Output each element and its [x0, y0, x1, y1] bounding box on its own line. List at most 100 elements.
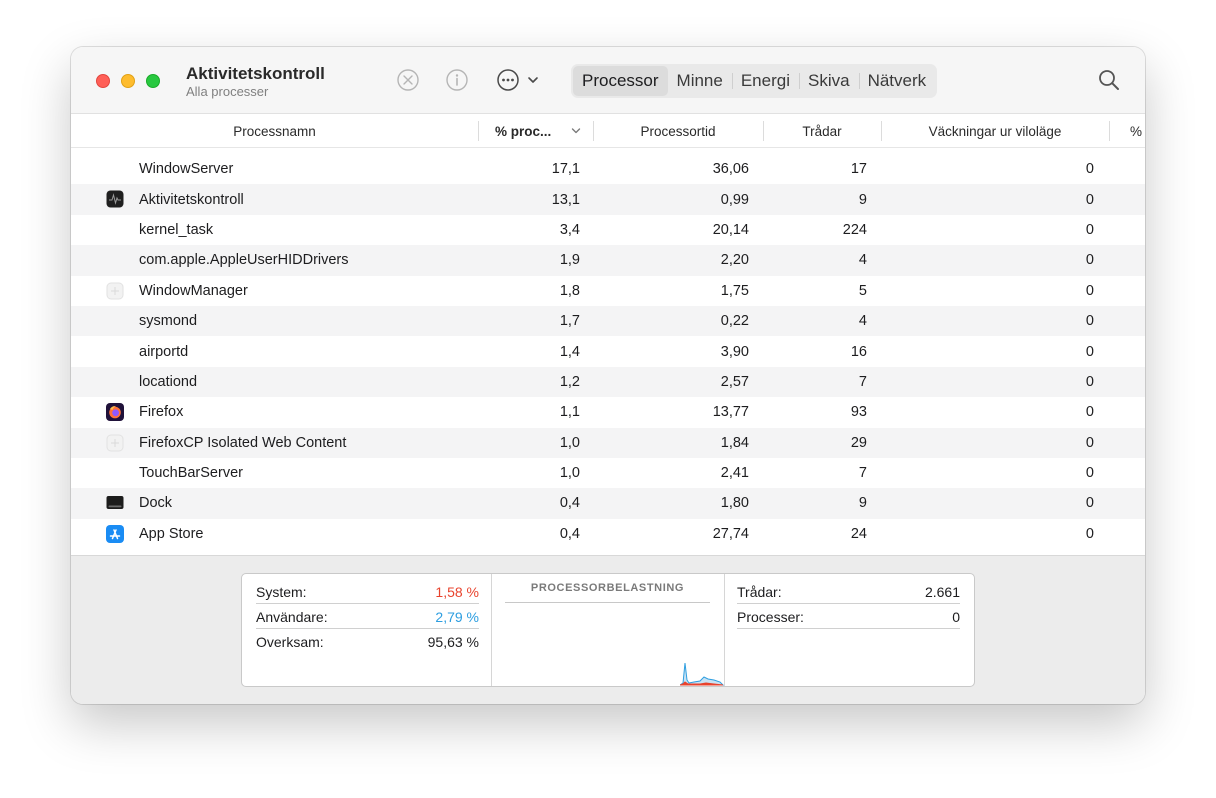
window-title: Aktivitetskontroll	[186, 64, 325, 83]
process-cpu: 1,4	[559, 343, 580, 360]
process-table: WindowServer 17,1 36,06 17 0 Aktivitetskontro…	[71, 154, 1145, 549]
process-cpu: 1,0	[559, 465, 580, 482]
process-name: Firefox	[139, 404, 184, 421]
process-cpu: 1,7	[559, 313, 580, 330]
table-row[interactable]: airportd 1,4 3,90 16 0	[71, 336, 1145, 366]
column-cpu-time[interactable]: Processortid	[640, 123, 716, 139]
process-threads: 93	[850, 404, 867, 421]
process-name: com.apple.AppleUserHIDDrivers	[139, 252, 349, 269]
table-row[interactable]: WindowManager 1,8 1,75 5 0	[71, 276, 1145, 306]
column-extra[interactable]: %	[1130, 123, 1143, 139]
threads-stat: Trådar: 2.661	[737, 580, 960, 604]
process-wakeups: 0	[1085, 191, 1094, 208]
process-cpu-time: 2,20	[720, 252, 749, 269]
minimize-window-button[interactable]	[121, 74, 135, 88]
process-cpu: 1,9	[559, 252, 580, 269]
process-wakeups: 0	[1085, 495, 1094, 512]
table-row[interactable]: FirefoxCP Isolated Web Content 1,0 1,84 29 0	[71, 427, 1145, 458]
column-header: Processnamn % proc... Processortid Tråda…	[71, 114, 1145, 148]
generic-app-icon	[106, 434, 124, 452]
process-name: FirefoxCP Isolated Web Content	[139, 434, 347, 451]
tab-disk[interactable]: Skiva	[798, 66, 859, 96]
process-threads: 9	[858, 495, 867, 512]
process-threads: 5	[858, 282, 867, 299]
system-value: 1,58 %	[435, 583, 479, 600]
process-threads: 4	[858, 313, 867, 330]
table-row[interactable]: Aktivitetskontroll 13,1 0,99 9 0	[71, 184, 1145, 215]
processes-stat: Processer: 0	[737, 605, 960, 629]
process-cpu-time: 0,99	[720, 191, 749, 208]
process-cpu-time: 1,75	[720, 282, 749, 299]
process-name: Dock	[139, 495, 173, 512]
process-threads: 16	[850, 343, 867, 360]
process-wakeups: 0	[1085, 465, 1094, 482]
activity-monitor-icon	[106, 190, 124, 208]
process-cpu-time: 13,77	[712, 404, 749, 421]
process-threads: 7	[858, 465, 867, 482]
stop-process-button[interactable]	[395, 67, 421, 93]
process-cpu-time: 1,84	[720, 434, 749, 451]
cpu-load-graph-title: PROCESSORBELASTNING	[530, 582, 685, 594]
tab-memory[interactable]: Minne	[676, 71, 723, 90]
table-row[interactable]: kernel_task 3,4 20,14 224 0	[71, 215, 1145, 245]
table-row[interactable]: locationd 1,2 2,57 7 0	[71, 366, 1145, 398]
process-name: WindowServer	[139, 161, 234, 178]
search-button[interactable]	[1097, 68, 1121, 97]
process-cpu-time: 36,06	[712, 161, 749, 178]
table-row[interactable]: App Store 0,4 27,74 24 0	[71, 519, 1145, 549]
table-row[interactable]: TouchBarServer 1,0 2,41 7 0	[71, 458, 1145, 488]
user-label: Användare:	[256, 608, 328, 625]
cpu-summary-area: System: 1,58 % Användare: 2,79 % Overksa…	[71, 555, 1145, 704]
system-stat: System: 1,58 %	[256, 580, 479, 604]
activity-monitor-window: Aktivitetskontroll Alla processer	[71, 47, 1145, 704]
process-cpu: 1,0	[559, 434, 580, 451]
table-row[interactable]: Firefox 1,1 13,77 93 0	[71, 397, 1145, 427]
table-row[interactable]: WindowServer 17,1 36,06 17 0	[71, 154, 1145, 184]
processes-label: Processer:	[737, 608, 804, 625]
process-threads: 7	[858, 373, 867, 390]
more-options-button[interactable]	[496, 67, 544, 93]
firefox-icon	[106, 403, 124, 422]
process-cpu: 0,4	[559, 495, 580, 512]
process-name: App Store	[139, 525, 204, 542]
process-cpu: 0,4	[559, 525, 580, 542]
tab-network[interactable]: Nätverk	[858, 66, 936, 96]
threads-value: 2.661	[924, 583, 960, 600]
process-cpu-time: 2,41	[720, 465, 749, 482]
process-wakeups: 0	[1085, 434, 1094, 451]
table-row[interactable]: com.apple.AppleUserHIDDrivers 1,9 2,20 4 0	[71, 245, 1145, 276]
stop-process-icon	[397, 69, 419, 91]
generic-app-icon	[106, 282, 124, 300]
column-process-name[interactable]: Processnamn	[233, 123, 316, 139]
idle-label: Overksam:	[256, 634, 324, 650]
threads-label: Trådar:	[737, 583, 782, 600]
process-threads: 9	[858, 191, 867, 208]
process-threads: 29	[850, 434, 867, 451]
info-button[interactable]	[444, 67, 470, 93]
more-options-icon	[497, 69, 519, 91]
cpu-load-graph	[680, 662, 724, 686]
idle-stat: Overksam: 95,63 %	[256, 630, 479, 654]
tab-processor[interactable]: Processor	[573, 66, 668, 96]
tab-energy[interactable]: Energi	[731, 66, 799, 96]
process-cpu: 13,1	[551, 191, 580, 208]
processes-value: 0	[952, 608, 960, 625]
sort-chevron-icon	[572, 128, 581, 134]
close-window-button[interactable]	[96, 74, 110, 88]
table-row[interactable]: sysmond 1,7 0,22 4 0	[71, 305, 1145, 337]
process-cpu-time: 1,80	[720, 495, 749, 512]
tab-bar: Processor Minne Energi Skiva Nätverk	[571, 64, 938, 98]
process-cpu: 3,4	[559, 221, 580, 238]
process-cpu-time: 0,22	[720, 313, 749, 330]
column-cpu-percent[interactable]: % proc...	[495, 114, 582, 148]
process-threads: 24	[850, 525, 867, 542]
column-wakeups[interactable]: Väckningar ur viloläge	[928, 123, 1062, 139]
process-cpu: 1,8	[559, 282, 580, 299]
column-cpu-label: % proc...	[495, 123, 552, 139]
process-cpu-time: 27,74	[712, 525, 749, 542]
zoom-window-button[interactable]	[146, 74, 160, 88]
window-subtitle: Alla processer	[186, 84, 269, 99]
column-threads[interactable]: Trådar	[802, 123, 842, 139]
table-row[interactable]: Dock 0,4 1,80 9 0	[71, 488, 1145, 519]
process-wakeups: 0	[1085, 252, 1094, 269]
